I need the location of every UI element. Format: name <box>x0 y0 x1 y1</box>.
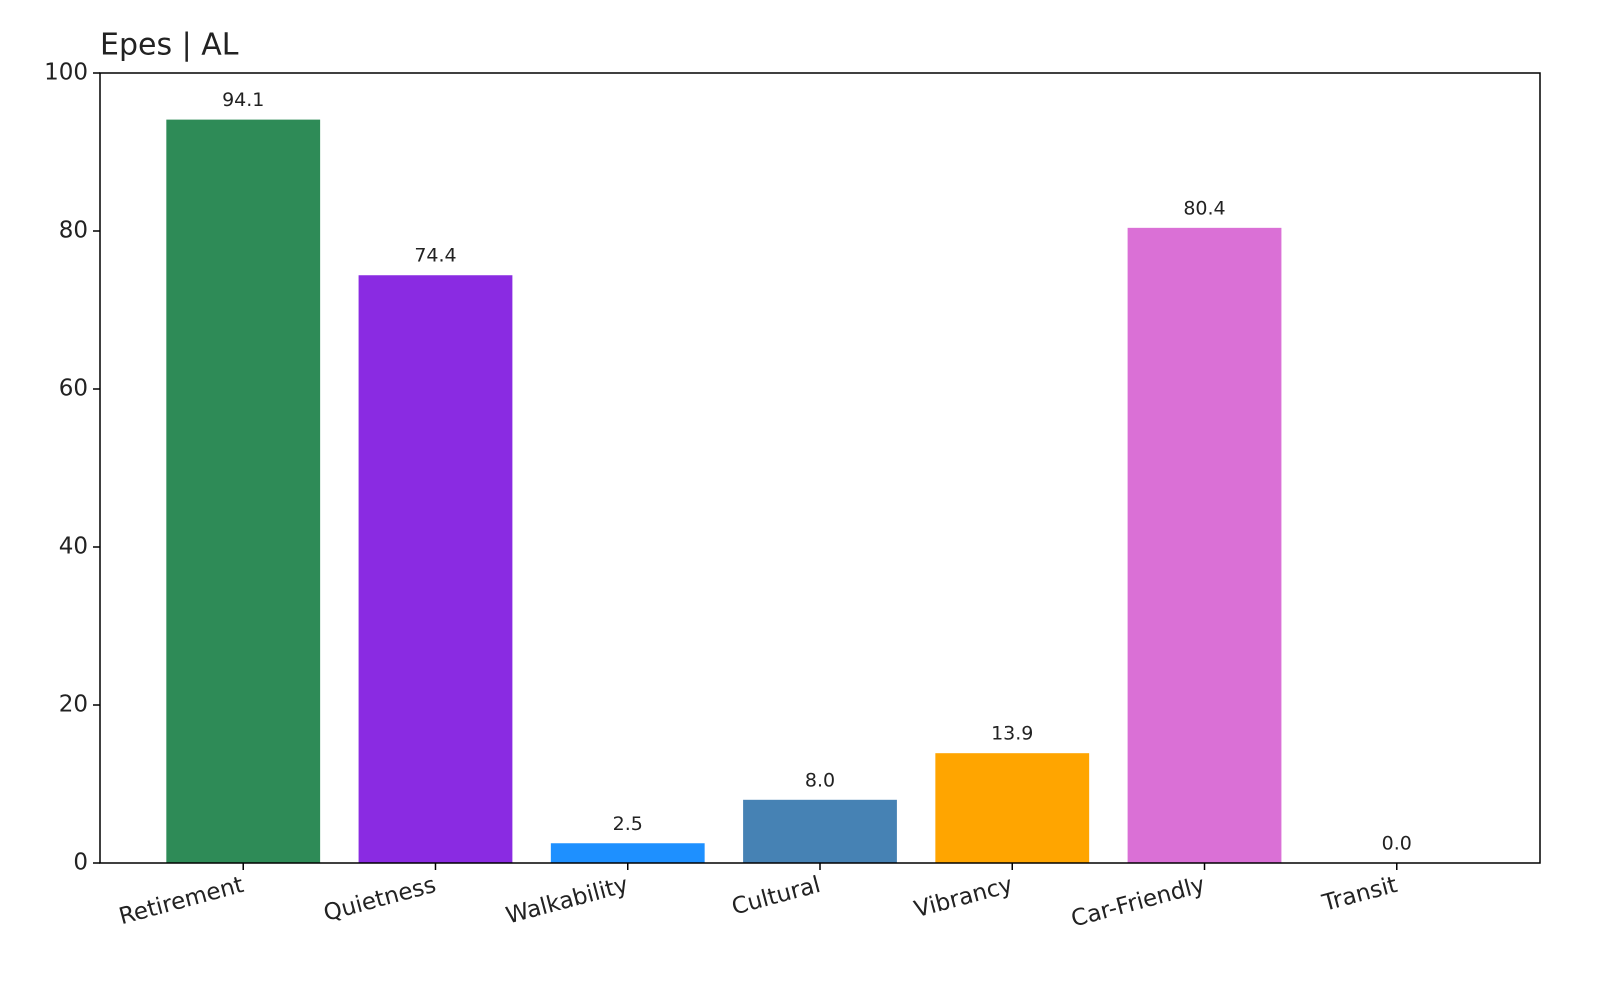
x-tick-label: Quietness <box>321 872 439 927</box>
value-label: 8.0 <box>805 769 835 791</box>
chart-title: Epes | AL <box>100 28 239 63</box>
value-label: 13.9 <box>991 723 1033 745</box>
x-tick-label: Retirement <box>116 872 246 930</box>
bar <box>1127 227 1282 864</box>
y-tick-label: 40 <box>59 534 88 560</box>
value-label: 2.5 <box>613 813 643 835</box>
bar <box>935 753 1090 863</box>
bar <box>550 843 705 863</box>
value-label: 94.1 <box>222 89 264 111</box>
value-label: 74.4 <box>414 245 456 267</box>
x-tick-label: Walkability <box>503 872 631 930</box>
y-tick-label: 0 <box>73 850 88 876</box>
y-tick-label: 80 <box>59 218 88 244</box>
plot-frame <box>99 72 1541 864</box>
y-tick-label: 60 <box>59 376 88 402</box>
bar <box>743 799 897 863</box>
y-tick-label: 100 <box>44 60 88 86</box>
x-tick-label: Vibrancy <box>912 872 1016 923</box>
x-tick-label: Transit <box>1319 872 1400 917</box>
bar <box>166 119 321 864</box>
x-tick-label: Car-Friendly <box>1069 872 1208 933</box>
bar <box>358 275 513 863</box>
x-tick-label: Cultural <box>729 872 823 921</box>
value-label: 0.0 <box>1382 833 1412 855</box>
y-tick-label: 20 <box>59 692 88 718</box>
value-label: 80.4 <box>1183 197 1225 219</box>
